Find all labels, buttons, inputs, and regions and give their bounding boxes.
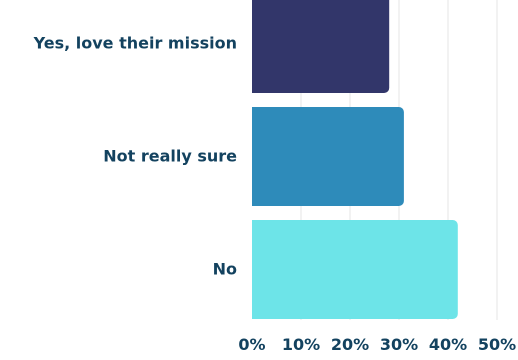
x-tick-label: 0% <box>238 335 265 354</box>
bar <box>252 107 404 206</box>
x-tick-label: 50% <box>478 335 516 354</box>
bar <box>252 0 390 93</box>
x-tick-label: 30% <box>380 335 418 354</box>
x-axis-tick-labels: 0% 10% 20% 30% 40% 50% <box>238 335 516 354</box>
bar-left-edge <box>252 0 260 93</box>
bar-left-edge <box>252 220 260 319</box>
category-label: No <box>213 260 237 279</box>
category-label: Yes, love their mission <box>33 34 237 53</box>
x-tick-label: 40% <box>429 335 467 354</box>
x-tick-label: 10% <box>282 335 320 354</box>
category-label: Not really sure <box>103 147 237 166</box>
bars <box>252 0 458 319</box>
bar-left-edge <box>252 107 260 206</box>
category-labels: Yes, love their mission Not really sure No <box>33 34 238 279</box>
bar <box>252 220 458 319</box>
x-tick-label: 20% <box>331 335 369 354</box>
